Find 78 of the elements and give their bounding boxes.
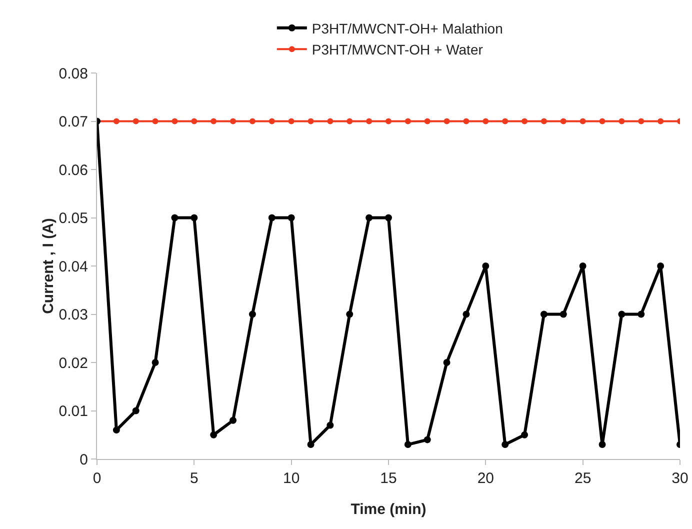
point xyxy=(366,214,373,222)
point xyxy=(463,118,470,124)
point xyxy=(424,118,430,124)
point xyxy=(522,118,528,124)
legend-label: P3HT/MWCNT-OH + Water xyxy=(312,42,484,58)
x-tick-label: 0 xyxy=(92,470,102,487)
point xyxy=(540,310,548,318)
point xyxy=(210,118,217,124)
point xyxy=(210,431,218,438)
y-tick-label: 0 xyxy=(80,451,88,468)
y-axis-title: Current , I (A) xyxy=(40,218,57,314)
y-tick-label: 0.01 xyxy=(58,403,88,420)
point xyxy=(404,118,411,124)
x-tick-label: 15 xyxy=(380,470,397,487)
y-tick-label: 0.05 xyxy=(58,210,88,227)
point xyxy=(152,118,158,124)
point xyxy=(172,118,178,124)
point xyxy=(190,214,198,222)
point xyxy=(230,118,236,124)
point xyxy=(579,262,586,270)
point xyxy=(132,407,140,414)
point xyxy=(307,441,314,448)
point xyxy=(580,118,586,124)
point xyxy=(248,310,256,318)
point xyxy=(599,118,606,124)
y-tick-label: 0.03 xyxy=(58,306,88,324)
point xyxy=(268,118,275,124)
point xyxy=(443,359,450,366)
point xyxy=(112,426,120,434)
y-tick-label: 0.06 xyxy=(58,162,88,179)
point xyxy=(171,214,178,222)
point xyxy=(132,118,139,124)
point xyxy=(424,436,431,444)
x-tick-label: 5 xyxy=(190,470,198,487)
point xyxy=(385,214,392,222)
point xyxy=(482,118,489,124)
point xyxy=(638,118,644,124)
point xyxy=(113,118,120,124)
point xyxy=(288,118,294,124)
point xyxy=(618,118,625,124)
point xyxy=(404,441,412,448)
point xyxy=(249,118,256,124)
point xyxy=(540,118,547,124)
point xyxy=(326,422,334,429)
y-tick-label: 0.07 xyxy=(58,114,88,130)
y-tick-label: 0.08 xyxy=(58,65,88,82)
point xyxy=(521,431,528,438)
point xyxy=(444,118,450,124)
point xyxy=(638,310,645,318)
point xyxy=(657,262,664,270)
legend-label: P3HT/MWCNT-OH+ Malathion xyxy=(312,20,503,36)
point xyxy=(366,118,372,124)
point xyxy=(560,310,567,318)
point xyxy=(230,416,237,424)
point xyxy=(598,441,606,448)
point xyxy=(308,118,314,124)
point xyxy=(502,118,508,124)
x-tick-label: 25 xyxy=(574,470,592,487)
point xyxy=(502,441,509,448)
y-tick-label: 0.04 xyxy=(58,258,88,276)
point xyxy=(191,118,198,124)
point xyxy=(268,214,276,222)
x-tick-label: 30 xyxy=(672,470,688,487)
x-tick-label: 10 xyxy=(282,470,300,487)
point xyxy=(288,214,295,222)
x-axis-title: Time (min) xyxy=(350,501,426,518)
point xyxy=(658,118,664,124)
point xyxy=(386,118,392,124)
x-tick-label: 20 xyxy=(477,470,494,487)
point xyxy=(482,262,490,270)
point xyxy=(346,310,354,318)
point xyxy=(327,118,334,124)
point xyxy=(618,310,626,318)
point xyxy=(346,118,353,124)
point xyxy=(152,359,159,366)
point xyxy=(560,118,566,124)
point xyxy=(462,310,470,318)
y-tick-label: 0.02 xyxy=(58,354,88,372)
